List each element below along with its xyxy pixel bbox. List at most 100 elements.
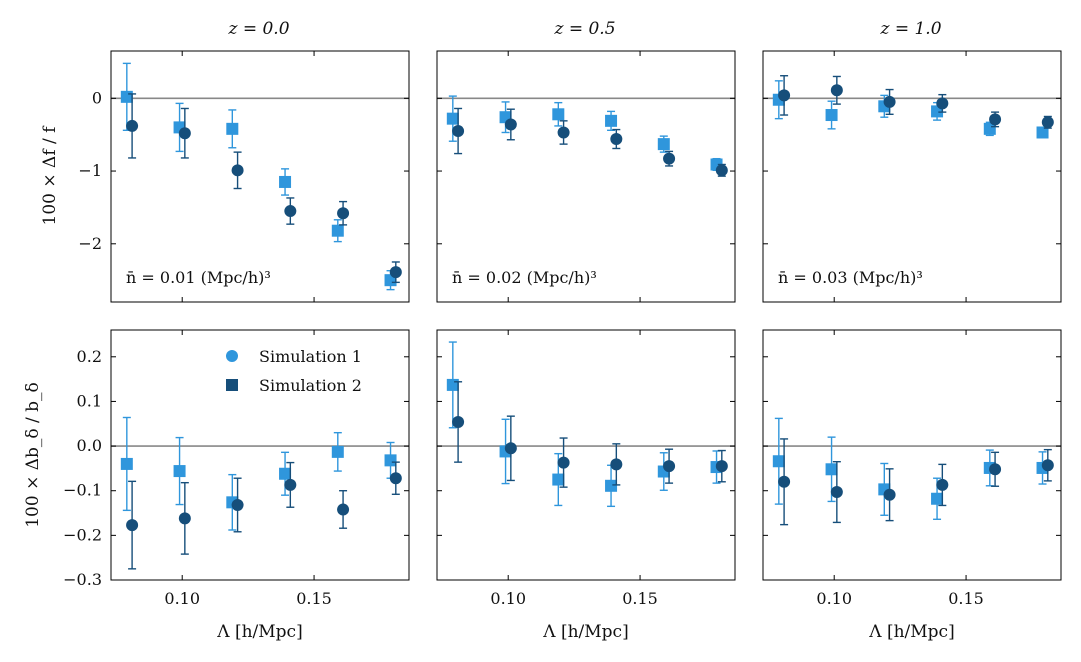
column-title-1: z = 0.0 xyxy=(227,19,289,39)
panel-r2-c1-simulation-2-point xyxy=(284,478,297,491)
panel-r1-c1-simulation-1-point xyxy=(226,122,239,135)
panel-r1-c2 xyxy=(436,50,736,303)
panel-r1-c3-simulation-2-point xyxy=(830,84,843,97)
panel-r2-c3-simulation-2-point xyxy=(1041,459,1054,472)
ytick-label: −0.2 xyxy=(63,525,102,544)
xtick-label: 0.10 xyxy=(816,589,852,608)
panel-r2-c3-simulation-2-point xyxy=(830,486,843,499)
panel-r1-c3-simulation-2-point xyxy=(989,113,1002,126)
ytick-label: 0.2 xyxy=(77,347,102,366)
panel-r1-c2-simulation-2-point xyxy=(610,133,623,146)
panel-r1-c3-simulation-1-point xyxy=(983,122,996,135)
panel-r1-c1: 0 −1 −2 xyxy=(78,50,410,303)
panel-r1-c2-simulation-2-point xyxy=(504,118,517,131)
panel-r1-c1-simulation-2-point xyxy=(126,119,139,132)
panel-r1-c2-simulation-1-point xyxy=(657,138,670,151)
panel-r1-c2-simulation-2-point xyxy=(557,126,570,139)
panel-r2-c2-simulation-2-point xyxy=(452,415,465,428)
ytick-label: 0.0 xyxy=(77,436,102,455)
panel-r2-c3-simulation-1-point xyxy=(931,492,944,505)
panel-r2-c1-simulation-2-point xyxy=(126,519,139,532)
ytick-label: 0.1 xyxy=(77,391,102,410)
y-axis-label-top: 100 × Δf / f xyxy=(40,125,60,226)
panel-r2-c2-simulation-2-point xyxy=(504,442,517,455)
text-layer: z = 0.0 z = 0.5 z = 1.0 100 × Δf / f 100… xyxy=(23,19,955,642)
legend-marker-simulation-2 xyxy=(226,379,238,391)
panel-r2-c3-simulation-2-point xyxy=(989,463,1002,476)
panel-r2-c3-simulation-1-point xyxy=(772,455,785,468)
panel-r1-c3 xyxy=(762,50,1062,303)
panel-r1-c1-simulation-1-point xyxy=(173,121,186,134)
panel-r1-c3-simulation-2-point xyxy=(883,95,896,108)
panel-r1-c3-simulation-2-point xyxy=(1041,116,1054,129)
panel-r2-c1-simulation-2-point xyxy=(231,499,244,511)
panel-r1-c3-simulation-2-point xyxy=(778,89,791,102)
legend-marker-simulation-1 xyxy=(226,350,238,362)
ytick-label: −0.1 xyxy=(63,481,102,500)
panel-r2-c1-simulation-1-point xyxy=(279,467,292,480)
panel-r2-c1-simulation-1-point xyxy=(173,465,186,478)
panel-r1-c1-simulation-1-point xyxy=(331,224,344,237)
panel-r2-c2: 0.10 0.15 xyxy=(436,329,736,608)
panel-r2-c1: 0.2 0.1 0.0 −0.1 −0.2 −0.3 0.10 0.15 xyxy=(63,329,410,608)
panel-r1-c2-simulation-1-point xyxy=(446,112,459,125)
panel-r2-c2-frame xyxy=(436,329,736,581)
xtick-label: 0.15 xyxy=(296,589,332,608)
panel-r1-c3-simulation-1-point xyxy=(825,109,838,122)
x-axis-label-2: Λ [h/Mpc] xyxy=(542,622,628,642)
y-axis-label-bottom: 100 × Δb_δ / b_δ xyxy=(23,382,43,528)
ytick-label: −1 xyxy=(78,161,102,180)
x-axis-label-3: Λ [h/Mpc] xyxy=(868,622,954,642)
panel-r1-c1-simulation-2-point xyxy=(284,205,297,218)
legend: Simulation 1 Simulation 2 xyxy=(226,347,362,395)
panel-r1-c2-simulation-2-point xyxy=(715,164,728,177)
panel-r1-c2-frame xyxy=(436,50,736,303)
panel-r1-c1-frame xyxy=(110,50,410,303)
panel-r1-c1-simulation-1-point xyxy=(120,90,133,103)
panel-r2-c3-simulation-2-point xyxy=(936,478,949,491)
density-annotation-2: n̄ = 0.02 (Mpc/h)³ xyxy=(452,268,597,287)
panel-r1-c3-simulation-1-point xyxy=(1036,126,1049,139)
panel-r2-c2-simulation-2-point xyxy=(663,460,676,473)
xtick-label: 0.10 xyxy=(490,589,526,608)
panel-r1-c2-simulation-2-point xyxy=(452,125,465,138)
panel-r1-c1-simulation-2-point xyxy=(231,164,244,177)
ytick-label: 0 xyxy=(92,88,102,107)
panel-r2-c1-simulation-1-point xyxy=(120,457,133,470)
panel-r2-c3-frame xyxy=(762,329,1062,581)
ytick-label: −2 xyxy=(78,234,102,253)
ytick-label: −0.3 xyxy=(63,570,102,589)
x-axis-label-1: Λ [h/Mpc] xyxy=(216,622,302,642)
xtick-label: 0.15 xyxy=(948,589,984,608)
panel-r2-c1-simulation-2-point xyxy=(389,472,402,485)
panel-r2-c1-simulation-2-point xyxy=(337,503,350,516)
panel-r1-c2-simulation-2-point xyxy=(663,152,676,165)
panel-r1-c1-simulation-1-point xyxy=(279,175,292,188)
xtick-label: 0.10 xyxy=(164,589,200,608)
panel-r2-c2-simulation-1-point xyxy=(552,473,565,486)
xtick-label: 0.15 xyxy=(622,589,658,608)
panel-r1-c3-frame xyxy=(762,50,1062,303)
column-title-3: z = 1.0 xyxy=(879,19,941,39)
density-annotation-1: n̄ = 0.01 (Mpc/h)³ xyxy=(126,268,271,287)
panel-r2-c2-simulation-1-point xyxy=(605,479,618,492)
panel-r2-c3-simulation-1-point xyxy=(825,463,838,476)
column-title-2: z = 0.5 xyxy=(553,19,615,39)
panel-r2-c2-simulation-2-point xyxy=(610,458,623,471)
panel-r1-c1-simulation-2-point xyxy=(337,207,350,220)
panel-r2-c3-simulation-2-point xyxy=(883,488,896,501)
panel-r1-c2-simulation-1-point xyxy=(552,108,565,121)
panels-layer: 0−1−20.20.10.0−0.1−0.2−0.30.10 0.15 0.10 0.… xyxy=(63,50,1062,608)
panel-r2-c2-simulation-2-point xyxy=(557,456,570,469)
panel-r1-c2-simulation-1-point xyxy=(605,114,618,127)
panel-r2-c2-simulation-1-point xyxy=(446,378,459,391)
legend-label-simulation-1: Simulation 1 xyxy=(259,347,362,366)
panel-r2-c3: 0.10 0.15 xyxy=(762,329,1062,608)
panel-r1-c3-simulation-2-point xyxy=(936,97,949,110)
panel-r2-c3-simulation-2-point xyxy=(778,475,791,488)
density-annotation-3: n̄ = 0.03 (Mpc/h)³ xyxy=(778,268,923,287)
panel-r1-c1-simulation-2-point xyxy=(389,266,402,279)
panel-r2-c1-simulation-2-point xyxy=(178,512,191,525)
panel-r2-c1-frame xyxy=(110,329,410,581)
